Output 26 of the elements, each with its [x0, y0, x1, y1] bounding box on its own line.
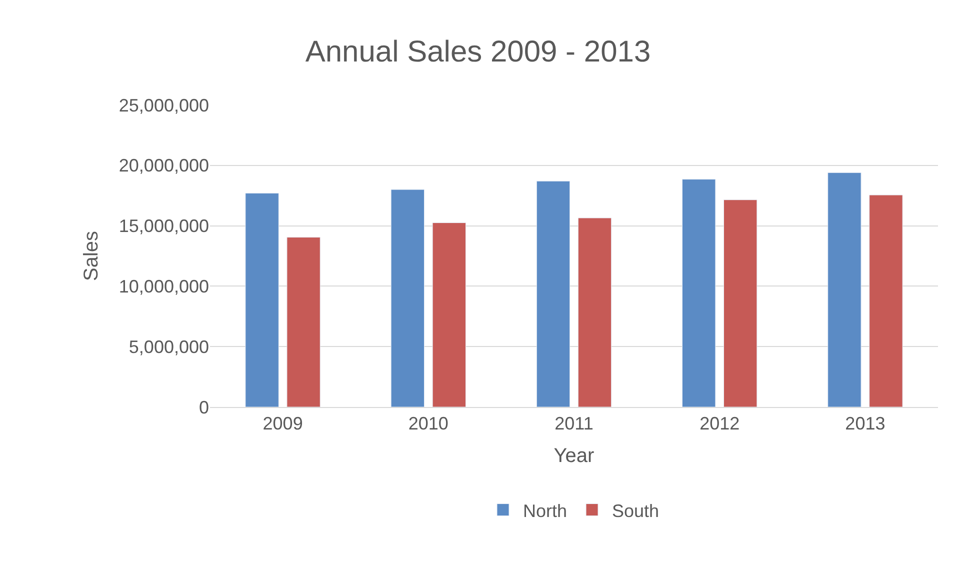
y-axis-title: Sales: [80, 230, 102, 282]
bar: [286, 237, 320, 407]
bar: [828, 172, 862, 407]
x-axis-title: Year: [554, 445, 595, 468]
y-tick-label: 25,000,000: [118, 95, 209, 116]
y-tick-label: 15,000,000: [118, 216, 209, 236]
y-tick-label: 5,000,000: [128, 336, 209, 357]
legend-label: South: [612, 500, 660, 521]
bar: [724, 200, 758, 407]
bar: [869, 194, 903, 407]
x-tick-label: 2013: [845, 414, 886, 434]
y-tick-label: 10,000,000: [118, 276, 209, 296]
x-tick-label: 2010: [408, 414, 448, 434]
y-tick-label: 0: [198, 397, 209, 418]
bar: [682, 179, 716, 407]
y-tick-label: 20,000,000: [118, 156, 209, 176]
bar: [578, 218, 612, 407]
x-tick-label: 2011: [554, 414, 594, 434]
bar: [245, 192, 279, 407]
legend-label: North: [523, 500, 568, 521]
x-tick-label: 2012: [700, 414, 740, 434]
bar: [536, 180, 570, 407]
chart-title: Annual Sales 2009 - 2013: [305, 36, 651, 69]
bar: [390, 189, 424, 407]
bar: [432, 222, 466, 407]
x-tick-label: 2009: [262, 414, 303, 434]
